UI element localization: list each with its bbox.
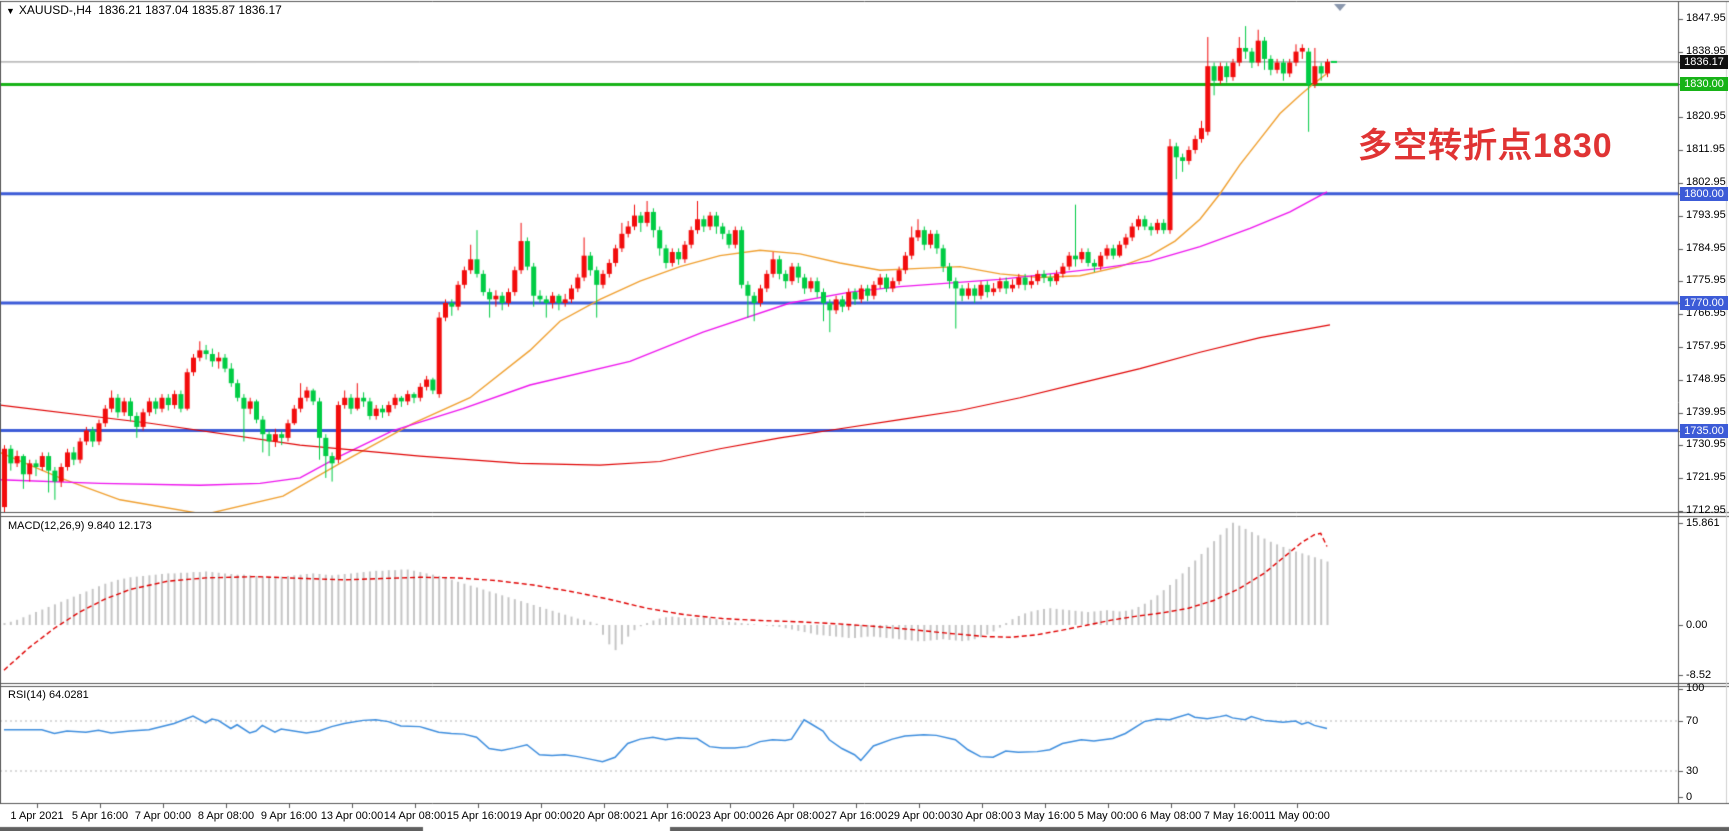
time-axis-label: 15 Apr 16:00 [446,810,510,822]
time-axis-label: 7 Apr 00:00 [134,810,192,822]
price-scale-badge: 1770.00 [1680,296,1728,311]
time-axis-label: 5 Apr 16:00 [71,810,129,822]
price-axis-label: 1775.95 [1686,274,1726,287]
price-scale-badge: 1836.17 [1680,54,1728,69]
time-axis-label: 13 Apr 00:00 [320,810,384,822]
price-axis-label: 1820.95 [1686,110,1726,123]
time-axis-label: 8 Apr 08:00 [197,810,255,822]
time-axis-label: 21 Apr 16:00 [635,810,699,822]
price-axis-label: 1802.95 [1686,175,1726,188]
time-axis-label: 7 May 16:00 [1203,810,1265,822]
macd-axis-label: 15.861 [1686,516,1720,529]
time-axis-label: 30 Apr 08:00 [950,810,1014,822]
price-scale-badge: 1800.00 [1680,186,1728,201]
rsi-axis-label: 70 [1686,715,1699,727]
price-axis-label: 1784.95 [1686,241,1726,254]
price-axis-label: 1847.95 [1686,12,1726,24]
macd-values: 9.840 12.173 [87,520,152,532]
price-axis-label: 1838.95 [1686,44,1726,57]
time-axis-label: 20 Apr 08:00 [572,810,636,822]
time-axis-label: 23 Apr 00:00 [698,810,762,822]
price-axis-label: 1730.95 [1686,438,1726,451]
price-axis-label: 1721.95 [1686,471,1726,484]
time-axis-label: 5 May 00:00 [1077,810,1139,822]
time-axis-label: 27 Apr 16:00 [824,810,888,822]
price-scale-badge: 1830.00 [1680,77,1728,92]
rsi-axis-label: 0 [1686,791,1693,803]
macd-axis-label: -8.52 [1686,669,1712,681]
quote-header: ▼ XAUUSD-,H4 1836.21 1837.04 1835.87 1836… [6,3,282,17]
time-axis-label: 1 Apr 2021 [10,810,64,822]
price-scale-badge: 1735.00 [1680,423,1728,438]
time-axis-label: 14 Apr 08:00 [383,810,447,822]
rsi-axis-label: 30 [1686,765,1699,777]
price-axis-label: 1793.95 [1686,208,1726,221]
time-axis-label: 26 Apr 08:00 [761,810,825,822]
macd-indicator-label: MACD(12,26,9) 9.840 12.173 [8,520,152,532]
rsi-indicator-label: RSI(14) 64.0281 [8,689,89,701]
price-axis-label: 1766.95 [1686,307,1726,320]
macd-name: MACD(12,26,9) [8,520,85,532]
time-axis-label: 19 Apr 00:00 [509,810,573,822]
rsi-value: 64.0281 [48,689,89,701]
macd-axis-label: 0.00 [1686,619,1708,631]
time-axis-label: 11 May 00:00 [1264,810,1330,822]
price-axis-label: 1712.95 [1686,503,1726,516]
price-axis-label: 1748.95 [1686,372,1726,385]
price-axis-label: 1739.95 [1686,405,1726,418]
chart-text-annotation[interactable]: 多空转折点1830 [1358,127,1613,165]
time-axis-label: 6 May 08:00 [1140,810,1202,822]
symbol-dropdown-icon[interactable]: ▼ [6,6,15,16]
time-axis-label: 29 Apr 00:00 [887,810,951,822]
rsi-axis-label: 100 [1686,682,1705,694]
time-axis-label: 3 May 16:00 [1014,810,1076,822]
time-axis-label: 9 Apr 16:00 [260,810,318,822]
rsi-name: RSI(14) [8,689,46,701]
symbol-period-label: XAUUSD-,H4 [18,3,92,17]
price-axis-label: 1811.95 [1686,143,1725,156]
quote-ohlc-values: 1836.21 1837.04 1835.87 1836.17 [98,3,282,17]
price-axis-label: 1757.95 [1686,339,1726,352]
